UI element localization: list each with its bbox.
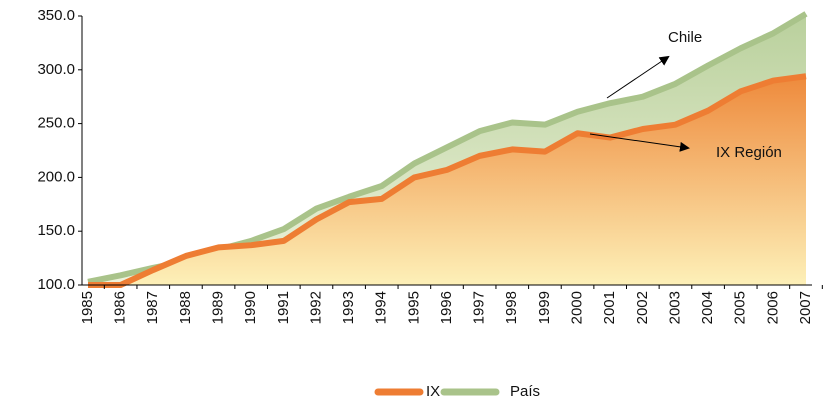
x-tick-label: 1986 bbox=[112, 291, 129, 324]
area bbox=[88, 76, 806, 285]
x-tick-label: 2001 bbox=[601, 291, 618, 324]
x-tick-label: 1992 bbox=[307, 291, 324, 324]
x-tick-label: 1987 bbox=[144, 291, 161, 324]
annotation: IX Región bbox=[716, 144, 782, 161]
line bbox=[88, 73, 807, 288]
arrow bbox=[606, 55, 670, 99]
y-tick-label: 300.0 bbox=[37, 61, 75, 78]
arrow bbox=[589, 133, 690, 152]
x-tick-label: 2002 bbox=[634, 291, 651, 324]
x-tick-label: 2006 bbox=[764, 291, 781, 324]
y-tick-label: 350.0 bbox=[37, 7, 75, 24]
y-tick-label: 250.0 bbox=[37, 115, 75, 132]
x-tick-label: 2007 bbox=[797, 291, 814, 324]
x-tick-label: 2004 bbox=[699, 291, 716, 324]
y-tick-label: 100.0 bbox=[37, 276, 75, 293]
x-tick-label: 1990 bbox=[242, 291, 259, 324]
annotation: Chile bbox=[668, 29, 702, 46]
x-tick-label: 1985 bbox=[79, 291, 96, 324]
x-tick-label: 1993 bbox=[340, 291, 357, 324]
x-tick-label: 2000 bbox=[569, 291, 586, 324]
x-tick-label: 1988 bbox=[177, 291, 194, 324]
y-tick-label: 200.0 bbox=[37, 168, 75, 185]
y-tick-label: 150.0 bbox=[37, 222, 75, 239]
x-tick-label: 1991 bbox=[275, 291, 292, 324]
x-tick-label: 1997 bbox=[471, 291, 488, 324]
x-tick-label: 1994 bbox=[373, 291, 390, 324]
x-tick-label: 1998 bbox=[503, 291, 520, 324]
x-tick-label: 1989 bbox=[210, 291, 227, 324]
legend-label: IX bbox=[426, 383, 440, 400]
x-tick-label: 2005 bbox=[732, 291, 749, 324]
x-tick-label: 1996 bbox=[438, 291, 455, 324]
x-tick-label: 1995 bbox=[405, 291, 422, 324]
legend-label: País bbox=[510, 383, 540, 400]
x-tick-label: 2003 bbox=[666, 291, 683, 324]
x-tick-label: 1999 bbox=[536, 291, 553, 324]
